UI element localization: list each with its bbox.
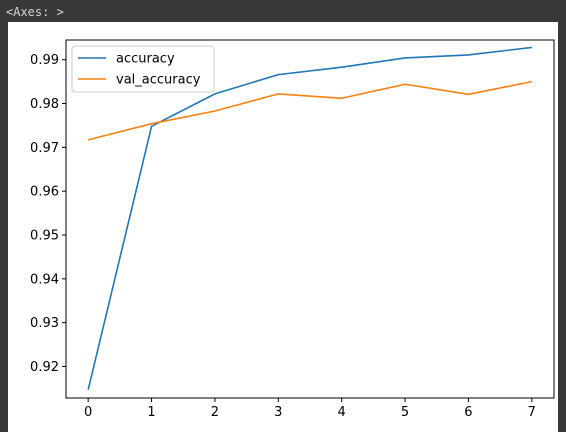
- ticks-layer: 0 1 2 3 4 5 6 7 0.92 0.93 0.94 0.95 0.96 0.97 0.98 0.99: [30, 53, 536, 420]
- figure-canvas: 0 1 2 3 4 5 6 7 0.92 0.93 0.94 0.95 0.96 0.97 0.98 0.99…: [8, 22, 558, 432]
- series-layer: [87, 46, 532, 390]
- legend-label-accuracy: accuracy: [116, 52, 175, 67]
- x-tick-label: 7: [528, 405, 536, 420]
- y-tick-label: 0.98: [30, 97, 59, 112]
- legend-box: [71, 45, 215, 93]
- y-tick-label: 0.99: [30, 53, 59, 68]
- x-tick-label: 6: [464, 405, 472, 420]
- axes-repr-text: <Axes: >: [6, 5, 64, 19]
- line-chart: 0 1 2 3 4 5 6 7 0.92 0.93 0.94 0.95 0.96 0.97 0.98 0.99…: [30, 39, 555, 420]
- legend: accuracy val_accuracy: [71, 45, 215, 93]
- series-line-val-accuracy: [87, 80, 532, 141]
- x-tick-label: 5: [401, 405, 409, 420]
- x-tick-label: 1: [147, 405, 155, 420]
- x-tick-label: 0: [84, 405, 92, 420]
- y-tick-label: 0.96: [30, 185, 59, 200]
- y-tick-label: 0.92: [30, 360, 59, 375]
- cell-output-header: <Axes: >: [0, 0, 566, 22]
- series-line-accuracy: [87, 46, 532, 390]
- y-tick-label: 0.95: [30, 228, 59, 243]
- x-tick-label: 2: [211, 405, 219, 420]
- plot-frame: [65, 39, 555, 399]
- legend-label-val-accuracy: val_accuracy: [116, 73, 201, 88]
- y-tick-label: 0.93: [30, 316, 59, 331]
- x-tick-label: 3: [274, 405, 282, 420]
- y-tick-label: 0.94: [30, 272, 59, 287]
- x-tick-label: 4: [338, 405, 346, 420]
- y-tick-label: 0.97: [30, 141, 59, 156]
